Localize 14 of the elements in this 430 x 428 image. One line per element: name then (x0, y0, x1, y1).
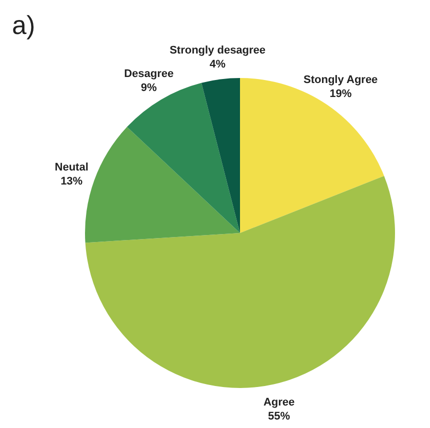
slice-label: Agree (263, 396, 295, 409)
data-label: 55% (268, 410, 290, 423)
slice-label: Stongly Agree (304, 74, 378, 86)
data-label: 9% (140, 82, 158, 94)
slice-label: Desagree (124, 68, 174, 80)
data-label: 4% (210, 58, 226, 70)
pie-slice (85, 176, 395, 388)
pie-slice (201, 78, 240, 233)
slice-label: Neutal (54, 161, 88, 174)
slice-label: Strongly desagree (170, 44, 266, 56)
chart-title: a) (12, 10, 36, 40)
data-label: 19% (330, 88, 352, 100)
data-label: 13% (60, 175, 83, 188)
pie-slice (127, 82, 240, 233)
